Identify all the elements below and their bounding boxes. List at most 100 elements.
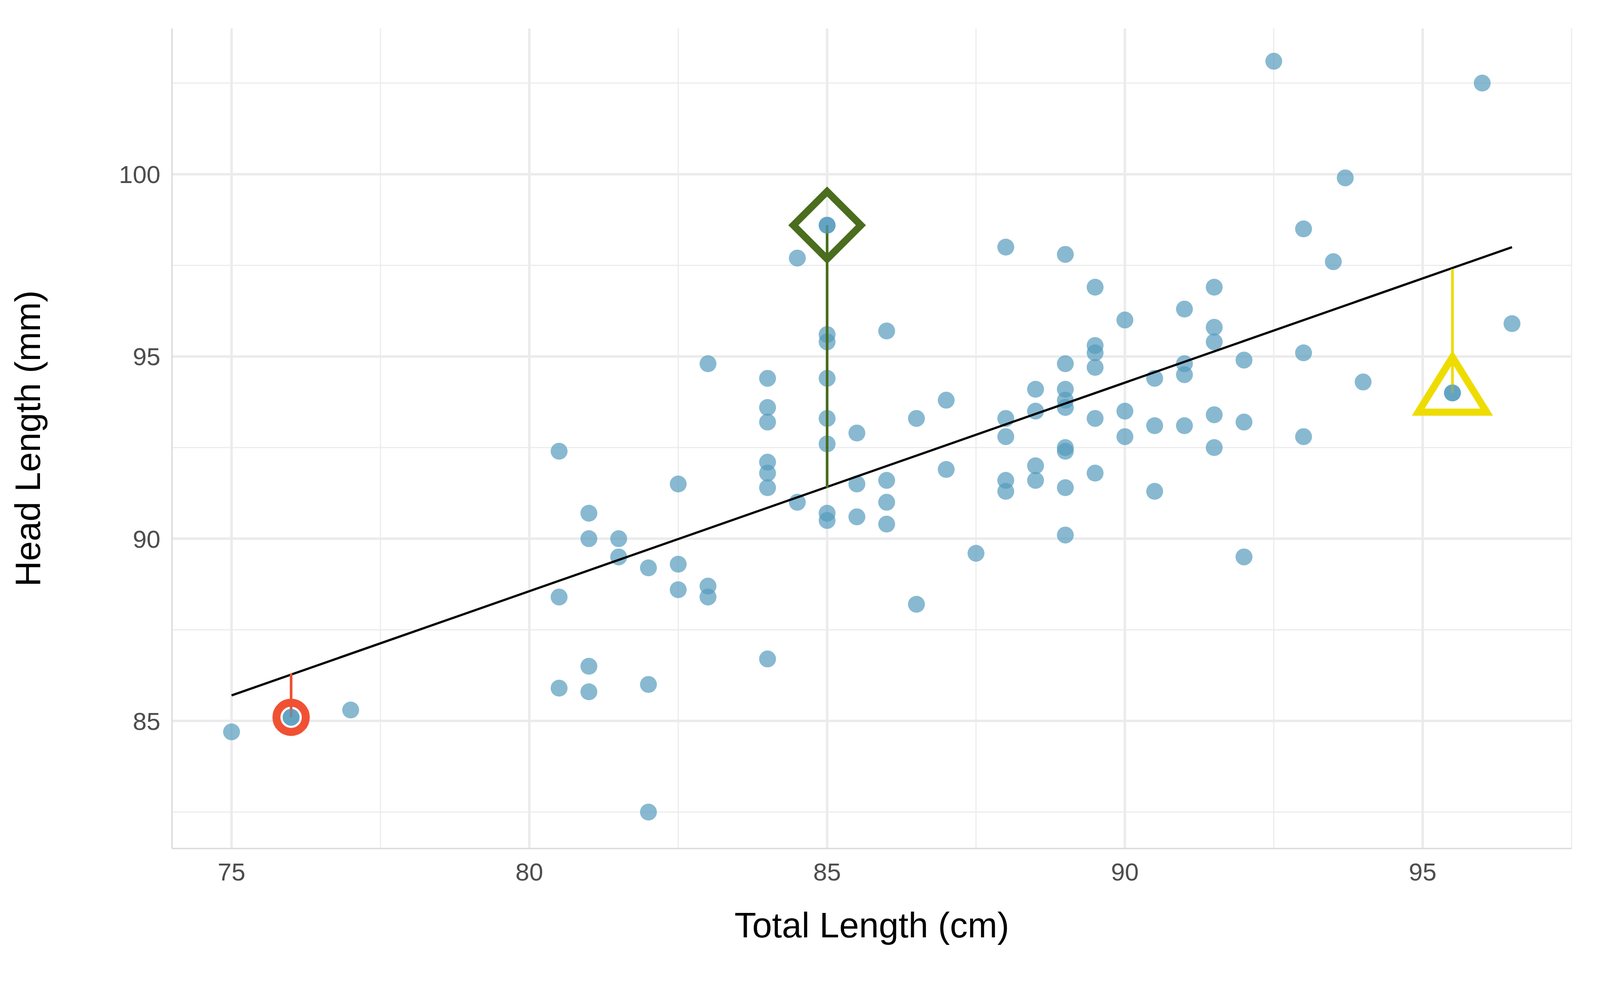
- point: [1056, 443, 1074, 460]
- series-1: [231, 247, 1512, 696]
- point: [1205, 333, 1223, 351]
- point: [997, 428, 1015, 446]
- x-tick-label: 90: [1111, 858, 1139, 887]
- point: [1086, 359, 1104, 376]
- point: [580, 530, 598, 548]
- y-tick-label: 85: [132, 707, 161, 736]
- point: [997, 238, 1015, 256]
- point: [699, 588, 717, 606]
- point: [1056, 479, 1074, 497]
- point: [640, 676, 657, 694]
- point: [1056, 246, 1074, 264]
- y-tick-label: 100: [119, 160, 161, 189]
- x-tick-label: 85: [813, 858, 841, 887]
- x-tick-label: 95: [1408, 858, 1437, 887]
- point: [1116, 402, 1134, 420]
- point: [759, 399, 776, 416]
- point: [550, 588, 568, 606]
- point: [1086, 464, 1104, 482]
- minor-grid-x: [677, 28, 680, 849]
- highlight-diamond: [793, 191, 861, 260]
- point: [878, 322, 896, 340]
- point: [669, 556, 687, 573]
- point: [878, 472, 896, 489]
- point: [848, 424, 866, 442]
- point: [669, 476, 687, 493]
- point: [1324, 253, 1342, 271]
- grid-x: [1421, 28, 1424, 849]
- minor-grid-y: [172, 447, 1572, 449]
- series-4: [1452, 268, 1453, 393]
- point: [967, 544, 985, 562]
- residual: [825, 225, 829, 488]
- point: [640, 559, 657, 577]
- point: [1116, 428, 1134, 446]
- point: [878, 516, 896, 533]
- minor-grid-x: [1273, 28, 1275, 849]
- point: [550, 443, 568, 460]
- residual: [1451, 268, 1454, 393]
- point: [282, 709, 300, 727]
- grid-y: [172, 172, 1572, 176]
- point: [1354, 373, 1372, 391]
- point: [1235, 413, 1253, 431]
- point: [223, 723, 240, 741]
- chart: 7580859095859095100Total Length (cm)Head…: [0, 0, 1600, 988]
- point: [818, 216, 836, 234]
- minor-grid-x: [380, 28, 382, 849]
- point: [1176, 366, 1193, 384]
- point: [1503, 315, 1521, 333]
- grid-y: [172, 537, 1572, 541]
- y-tick-label: 95: [132, 342, 161, 371]
- point: [1265, 52, 1283, 70]
- point: [759, 464, 776, 482]
- point: [580, 504, 598, 522]
- point: [937, 392, 955, 409]
- point: [1295, 344, 1312, 362]
- point: [1176, 300, 1193, 318]
- highlight-ring: [276, 703, 306, 733]
- highlight-3: [793, 191, 861, 260]
- point: [580, 658, 598, 676]
- point: [759, 650, 776, 668]
- grid: [172, 28, 1572, 849]
- minor-grid-x: [1571, 28, 1573, 849]
- minor-grid-y: [172, 82, 1572, 84]
- point: [1205, 279, 1223, 296]
- minor-grid-y: [172, 812, 1572, 814]
- x-axis-title: Total Length (cm): [734, 905, 1009, 946]
- point: [282, 709, 300, 727]
- point: [1235, 352, 1253, 369]
- x-axis-line: [172, 848, 1572, 850]
- point: [848, 508, 866, 526]
- grid-y: [172, 720, 1572, 723]
- point: [1116, 311, 1134, 329]
- point: [1176, 417, 1193, 435]
- series-0: [223, 52, 1521, 821]
- minor-grid-y: [172, 629, 1572, 631]
- y-tick-label: 90: [132, 525, 161, 554]
- point: [1473, 74, 1491, 92]
- point: [1205, 406, 1223, 424]
- highlight-2: [276, 703, 306, 733]
- minor-grid-y: [172, 264, 1572, 267]
- point: [1205, 439, 1223, 457]
- point: [1336, 169, 1354, 187]
- point: [699, 355, 717, 373]
- point: [759, 413, 776, 431]
- point: [342, 701, 360, 719]
- point: [759, 479, 776, 497]
- point: [1027, 380, 1044, 398]
- marks: [223, 52, 1521, 821]
- point: [1444, 384, 1461, 402]
- point: [1146, 483, 1164, 500]
- point: [1444, 384, 1461, 402]
- point: [1086, 279, 1104, 296]
- point: [908, 596, 925, 613]
- point: [818, 512, 836, 530]
- point: [1086, 344, 1104, 362]
- point: [878, 494, 896, 512]
- point: [550, 680, 568, 697]
- point: [818, 216, 836, 234]
- point: [610, 530, 628, 548]
